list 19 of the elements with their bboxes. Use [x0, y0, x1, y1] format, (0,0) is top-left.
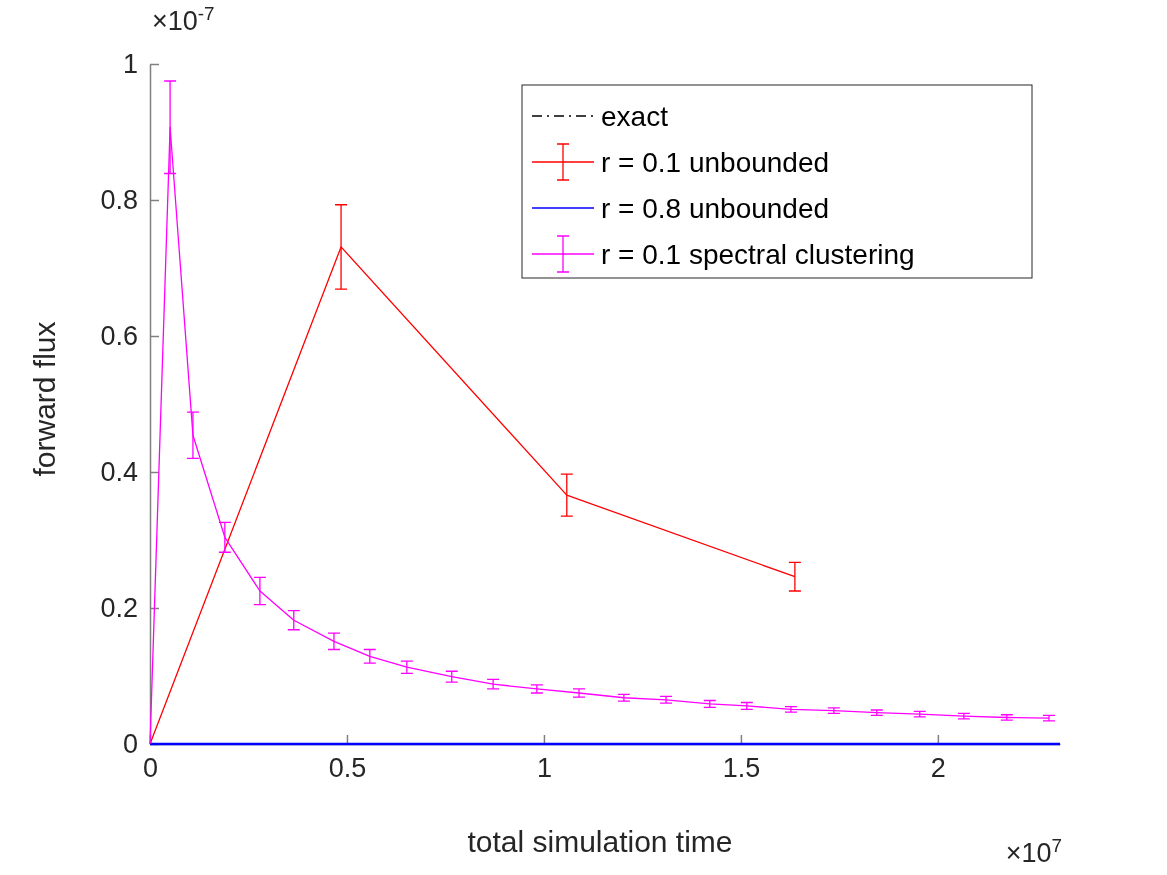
text: ×10$^{7}$	[1005, 834, 1062, 868]
y-tick-label: 0.6	[100, 321, 138, 352]
y-tick-label: 0.8	[100, 185, 138, 216]
x-axis-title: total simulation time	[467, 825, 733, 858]
legend-label: r = 0.8 unbounded	[601, 193, 830, 224]
y-axis-title: forward flux	[28, 321, 61, 477]
y-tick-label: 1	[122, 49, 138, 80]
legend-label: exact	[601, 101, 669, 132]
x-tick-label: 1.5	[722, 753, 761, 784]
legend-label: r = 0.1 unbounded	[601, 147, 830, 178]
x-tick-label: 1	[536, 753, 552, 784]
y-tick-label: 0.2	[100, 593, 138, 624]
text: ×10$^{-7}$	[152, 2, 215, 36]
legend-label: r = 0.1 spectral clustering	[601, 239, 915, 270]
x-tick-label: 0.5	[328, 753, 367, 784]
x-tick-label: 2	[930, 753, 946, 784]
y-tick-label: 0.4	[100, 457, 138, 488]
x-tick-label: 0	[142, 753, 159, 784]
y-tick-label: 0	[122, 729, 138, 760]
